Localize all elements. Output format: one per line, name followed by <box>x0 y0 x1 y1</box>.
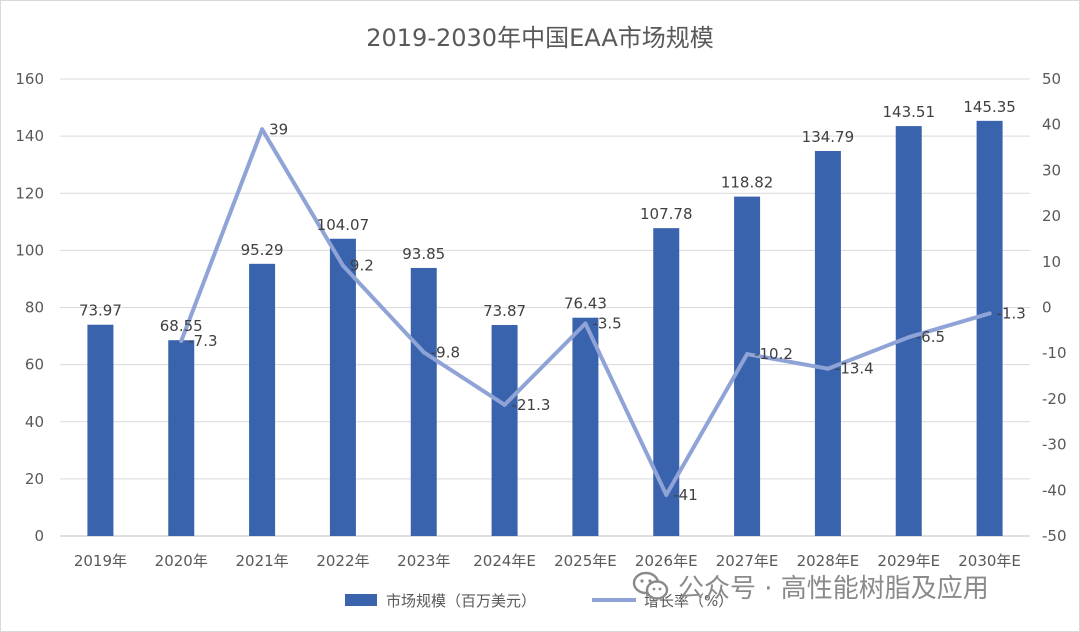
line-data-label: 9.2 <box>350 256 374 274</box>
line-data-labels: -7.3 39 9.2 -9.8 -21.3 -3.5 -41 -10.2 -13.4 -6.5 -… <box>188 120 1026 504</box>
x-axis-tick-label: 2020年 <box>155 552 208 570</box>
x-axis-ticks: 2019年 2020年 2021年 2022年 2023年 2024年E 2025年E 202… <box>74 552 1021 570</box>
chart-title: 2019-2030年中国EAA市场规模 <box>366 24 713 52</box>
wechat-icon <box>632 571 669 600</box>
right-axis-tick-label: -30 <box>1042 436 1067 454</box>
line-point <box>583 321 588 326</box>
bar-series <box>87 120 1003 537</box>
bar-data-label: 73.97 <box>79 302 122 320</box>
x-axis-tick-label: 2024年E <box>473 552 536 570</box>
x-axis-tick-label: 2030年E <box>958 552 1021 570</box>
bar <box>572 317 599 536</box>
legend-label-market-size: 市场规模（百万美元） <box>386 592 536 610</box>
left-axis-tick-label: 0 <box>34 527 44 545</box>
left-axis-tick-label: 100 <box>15 241 44 259</box>
line-data-label: -6.5 <box>916 328 945 346</box>
line-data-label: -9.8 <box>431 343 460 361</box>
right-axis-tick-label: 50 <box>1042 70 1061 88</box>
bar-data-label: 107.78 <box>640 205 693 223</box>
line-data-label: -10.2 <box>754 345 793 363</box>
bar-data-label: 93.85 <box>402 245 445 263</box>
line-point <box>664 492 669 497</box>
legend-swatch-market-size <box>345 594 377 606</box>
line-data-label: -7.3 <box>188 332 217 350</box>
line-point <box>906 335 911 340</box>
grid-lines <box>60 78 1030 537</box>
bar <box>249 263 276 536</box>
line-data-label: -41 <box>673 486 698 504</box>
left-axis-tick-label: 60 <box>25 356 44 374</box>
line-point <box>502 402 507 407</box>
left-axis-tick-label: 140 <box>15 127 44 145</box>
line-data-label: -1.3 <box>997 304 1026 322</box>
bar-data-labels: 73.97 68.55 95.29 104.07 93.85 73.87 76.43 107.… <box>79 98 1016 335</box>
x-axis-tick-label: 2029年E <box>877 552 940 570</box>
line-series <box>179 127 992 497</box>
bar-data-label: 143.51 <box>883 103 936 121</box>
line-point <box>179 338 184 343</box>
left-axis-tick-label: 80 <box>25 299 44 317</box>
x-axis-tick-label: 2022年 <box>316 552 369 570</box>
right-axis-tick-label: -40 <box>1042 481 1067 499</box>
bar-data-label: 145.35 <box>963 98 1016 116</box>
bar <box>329 238 356 536</box>
left-axis-tick-label: 20 <box>25 470 44 488</box>
bar <box>491 325 518 536</box>
legend: 市场规模（百万美元） 增长率（%） <box>345 592 733 610</box>
right-axis-tick-label: -50 <box>1042 527 1067 545</box>
right-axis-ticks: -50 -40 -30 -20 -10 0 10 20 30 40 50 <box>1042 70 1067 545</box>
line-point <box>987 311 992 316</box>
right-axis-tick-label: -10 <box>1042 344 1067 362</box>
bar-data-label: 68.55 <box>160 317 203 335</box>
line-point <box>745 352 750 357</box>
line-point <box>340 263 345 268</box>
bar <box>653 228 680 536</box>
bar-data-label: 73.87 <box>483 302 526 320</box>
legend-label-growth-rate: 增长率（%） <box>644 592 733 610</box>
bar <box>87 324 114 536</box>
right-axis-tick-label: 30 <box>1042 161 1061 179</box>
line-data-label: 39 <box>269 120 288 138</box>
watermark: 公众号 · 高性能树脂及应用 <box>632 566 989 606</box>
bar <box>814 151 841 537</box>
bar <box>976 120 1003 537</box>
line-data-label: -13.4 <box>835 360 874 378</box>
bar <box>895 126 922 537</box>
bar <box>168 340 195 536</box>
bar-data-label: 76.43 <box>564 295 607 313</box>
bar <box>410 267 437 536</box>
right-axis-tick-label: 20 <box>1042 207 1061 225</box>
line-point <box>421 350 426 355</box>
bar-data-label: 134.79 <box>802 128 855 146</box>
left-axis-tick-label: 120 <box>15 184 44 202</box>
right-axis-tick-label: 0 <box>1042 299 1052 317</box>
line-data-label: -3.5 <box>592 314 621 332</box>
x-axis-tick-label: 2019年 <box>74 552 127 570</box>
x-axis-tick-label: 2025年E <box>554 552 617 570</box>
left-axis-ticks: 0 20 40 60 80 100 120 140 160 <box>15 70 44 545</box>
x-axis-tick-label: 2028年E <box>797 552 860 570</box>
x-axis-tick-label: 2023年 <box>397 552 450 570</box>
left-axis-tick-label: 160 <box>15 70 44 88</box>
x-axis-tick-label: 2027年E <box>716 552 779 570</box>
x-axis-tick-label: 2021年 <box>235 552 288 570</box>
left-axis-tick-label: 40 <box>25 413 44 431</box>
bar-data-label: 95.29 <box>241 241 284 259</box>
right-axis-tick-label: 40 <box>1042 116 1061 134</box>
right-axis-tick-label: -20 <box>1042 390 1067 408</box>
watermark-text: 公众号 · 高性能树脂及应用 <box>678 573 989 604</box>
bar-data-label: 104.07 <box>317 216 370 234</box>
line-point <box>260 127 265 132</box>
bar-data-label: 118.82 <box>721 174 774 192</box>
right-axis-tick-label: 10 <box>1042 253 1061 271</box>
line-point <box>825 366 830 371</box>
line-data-label: -21.3 <box>512 396 551 414</box>
x-axis-tick-label: 2026年E <box>635 552 698 570</box>
